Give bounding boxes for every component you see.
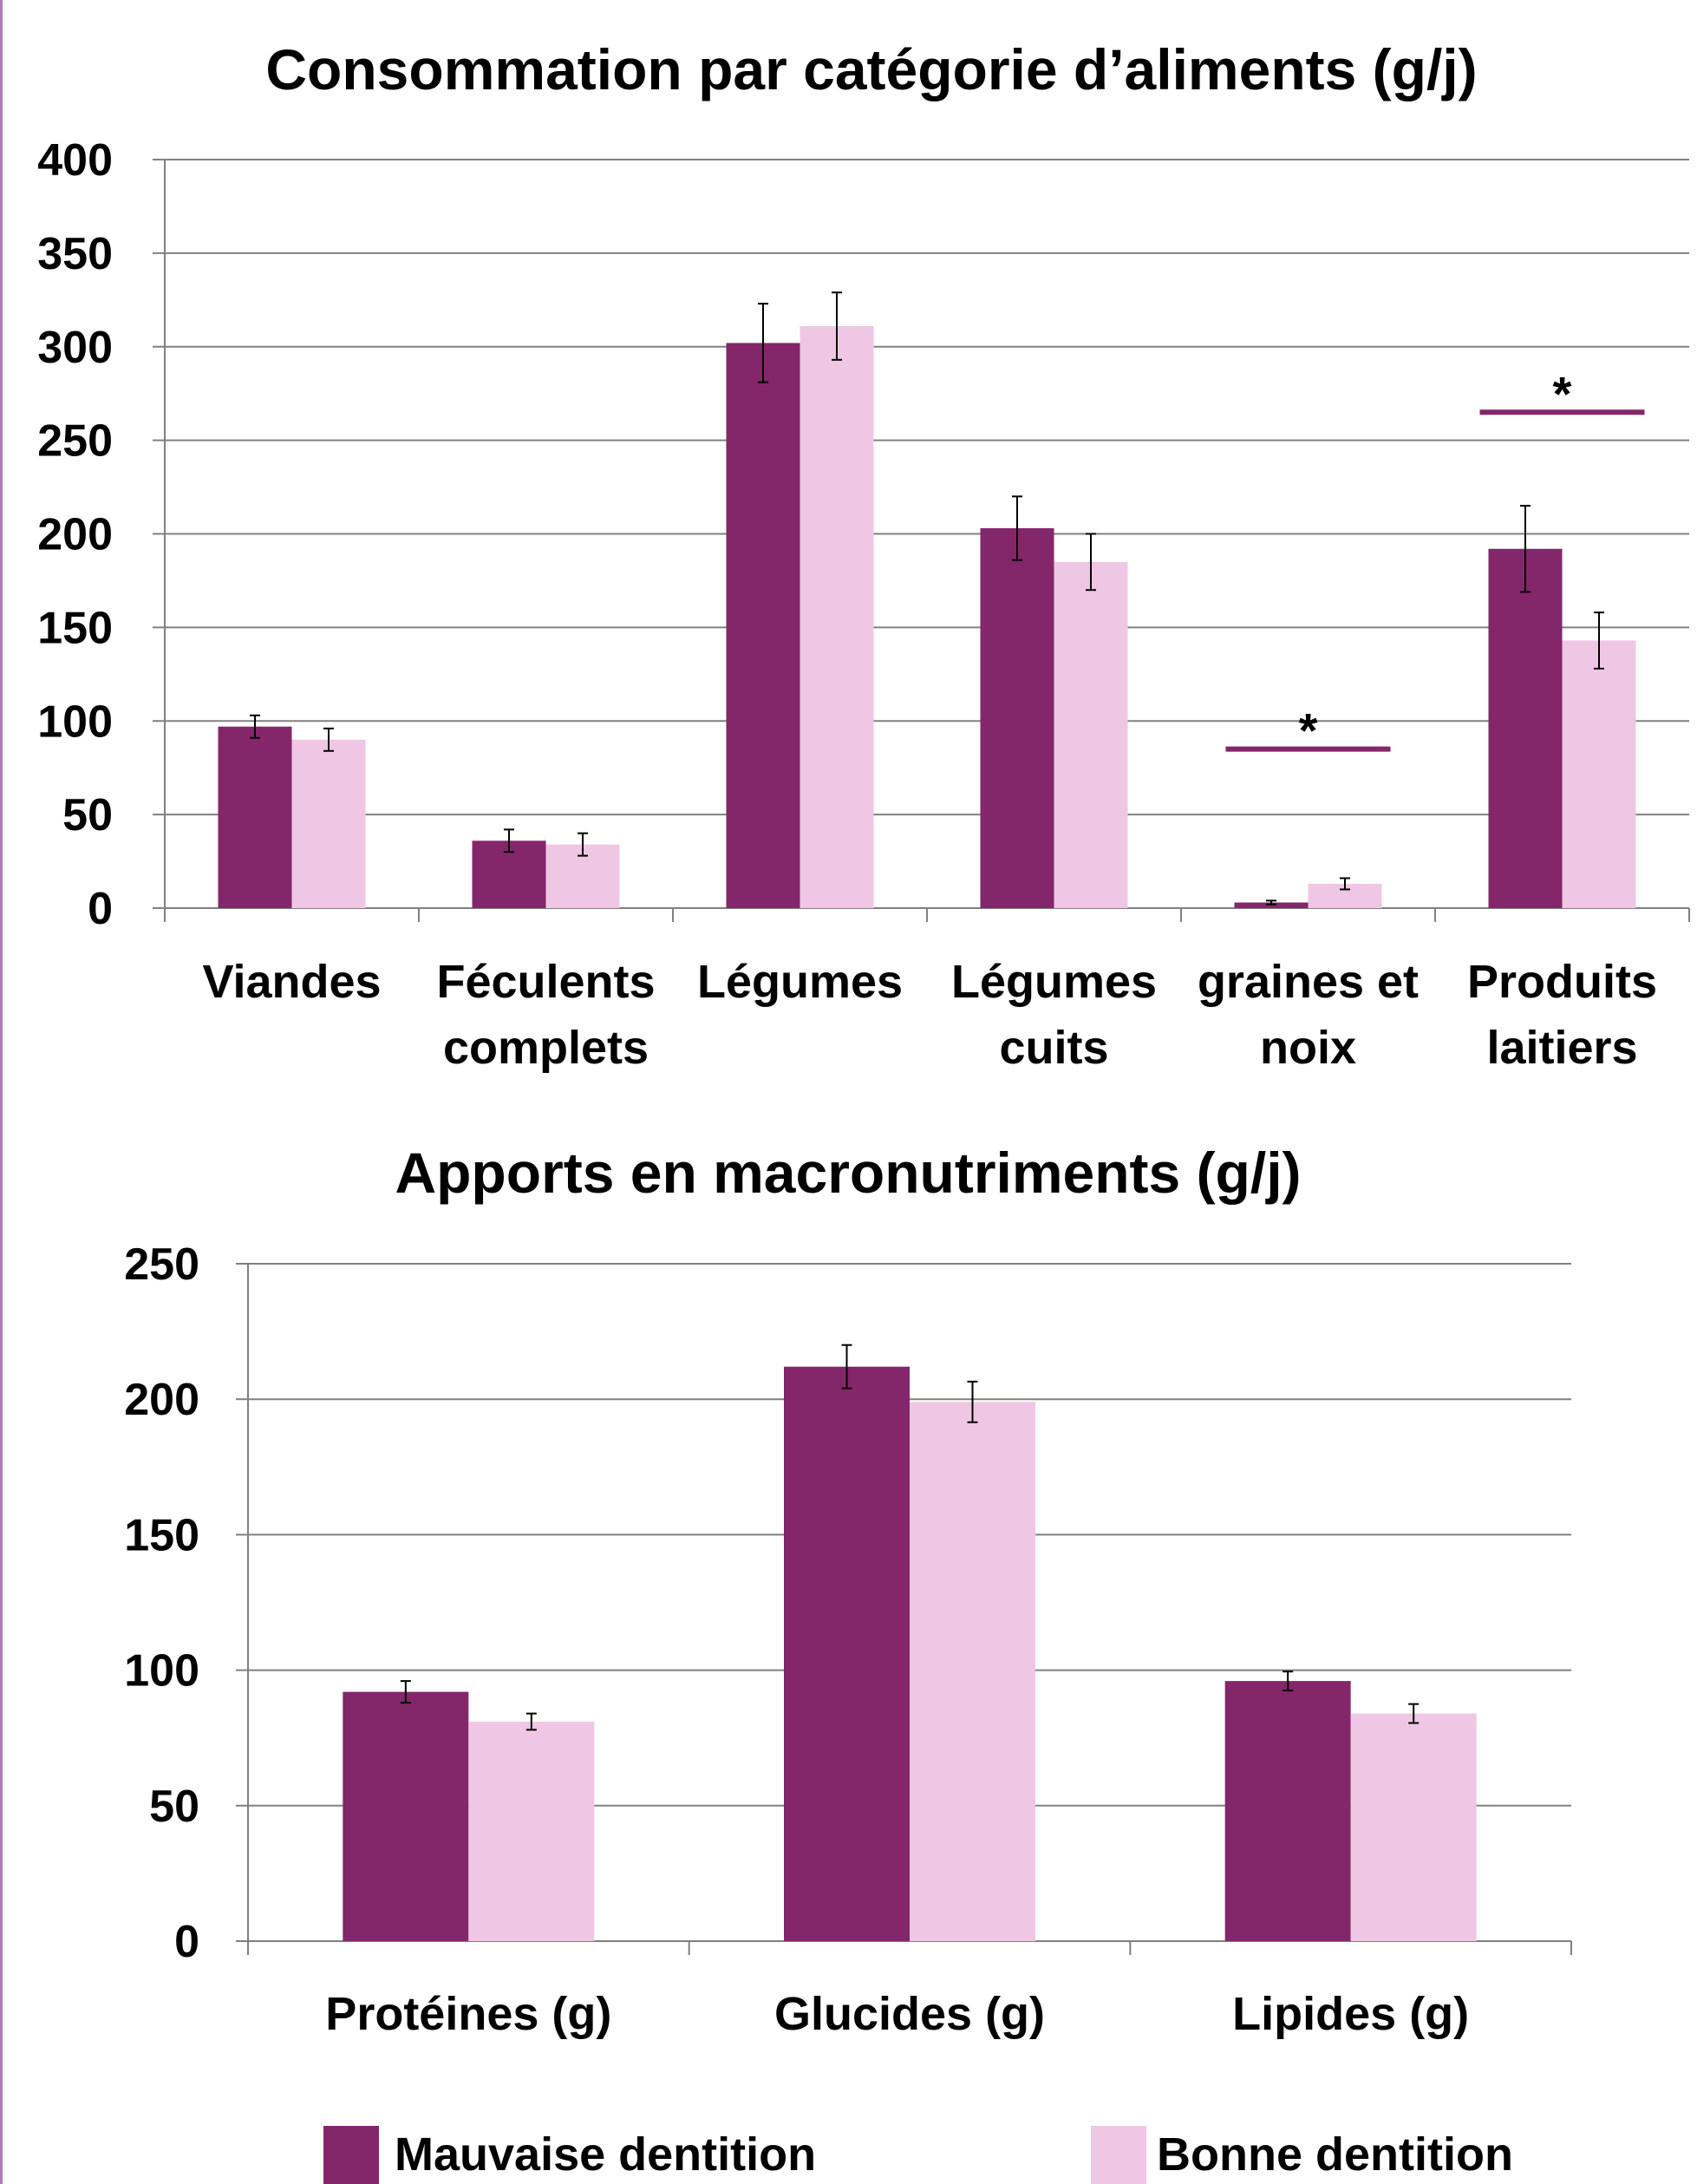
category-label: Féculents bbox=[436, 956, 655, 1008]
bar-mauvaise-dentition bbox=[726, 343, 800, 908]
left-border-rule bbox=[0, 0, 3, 2184]
category-label: graines et bbox=[1198, 956, 1419, 1008]
bar-mauvaise-dentition bbox=[784, 1366, 910, 1941]
category-label: Légumes bbox=[697, 956, 903, 1008]
legend-label-bonne-dentition: Bonne dentition bbox=[1157, 2128, 1513, 2181]
y-tick-label: 50 bbox=[62, 790, 113, 840]
category-label: cuits bbox=[999, 1022, 1108, 1074]
y-tick-label: 100 bbox=[124, 1646, 199, 1697]
macronutrient-chart-title: Apports en macronutriments (g/j) bbox=[395, 1141, 1301, 1205]
legend-swatch-bonne-dentition bbox=[1091, 2126, 1146, 2184]
bar-mauvaise-dentition bbox=[218, 726, 292, 908]
food-category-chart-title: Consommation par catégorie d’aliments (g… bbox=[265, 37, 1477, 101]
legend: Mauvaise dentition Bonne dentition bbox=[323, 2126, 1513, 2184]
category-label: Protéines (g) bbox=[325, 1988, 611, 2040]
category-label: Légumes bbox=[951, 956, 1157, 1008]
bar-bonne-dentition bbox=[291, 739, 366, 908]
bar-mauvaise-dentition bbox=[1488, 548, 1563, 908]
y-tick-label: 200 bbox=[37, 510, 113, 560]
y-tick-label: 250 bbox=[37, 416, 113, 467]
y-tick-label: 0 bbox=[88, 884, 113, 934]
y-tick-label: 300 bbox=[37, 323, 113, 373]
category-label: Produits bbox=[1467, 956, 1657, 1008]
y-tick-label: 250 bbox=[124, 1239, 199, 1290]
bar-mauvaise-dentition bbox=[1234, 902, 1309, 908]
macronutrient-chart: Apports en macronutriments (g/j) 0 50 100 1… bbox=[124, 1141, 1572, 2040]
category-label: Viandes bbox=[202, 956, 381, 1008]
category-label: Lipides (g) bbox=[1232, 1988, 1469, 2040]
category-label: noix bbox=[1260, 1022, 1356, 1074]
y-tick-label: 350 bbox=[37, 229, 113, 279]
bar-bonne-dentition bbox=[800, 326, 874, 909]
y-tick-label: 200 bbox=[124, 1375, 199, 1425]
bar-bonne-dentition bbox=[1054, 561, 1128, 908]
bar-mauvaise-dentition bbox=[343, 1691, 469, 1941]
y-tick-label: 150 bbox=[124, 1510, 199, 1560]
bar-mauvaise-dentition bbox=[1224, 1681, 1351, 1941]
food-category-chart: Consommation par catégorie d’aliments (g… bbox=[37, 37, 1690, 1074]
y-tick-label: 400 bbox=[37, 135, 113, 186]
significance-marker: * bbox=[1299, 703, 1318, 758]
bar-bonne-dentition bbox=[1562, 640, 1636, 908]
y-tick-label: 150 bbox=[37, 603, 113, 653]
y-tick-label: 50 bbox=[149, 1782, 199, 1832]
y-tick-label: 100 bbox=[37, 696, 113, 747]
y-tick-label: 0 bbox=[174, 1917, 199, 1967]
significance-marker: * bbox=[1553, 366, 1572, 421]
category-label: complets bbox=[443, 1022, 649, 1074]
bar-bonne-dentition bbox=[910, 1402, 1035, 1941]
category-label: Glucides (g) bbox=[774, 1988, 1045, 2040]
bar-bonne-dentition bbox=[1350, 1713, 1477, 1941]
bar-mauvaise-dentition bbox=[980, 528, 1054, 908]
legend-label-mauvaise-dentition: Mauvaise dentition bbox=[395, 2128, 816, 2181]
category-label: laitiers bbox=[1486, 1022, 1637, 1074]
bar-bonne-dentition bbox=[468, 1721, 595, 1941]
legend-swatch-mauvaise-dentition bbox=[323, 2126, 379, 2184]
